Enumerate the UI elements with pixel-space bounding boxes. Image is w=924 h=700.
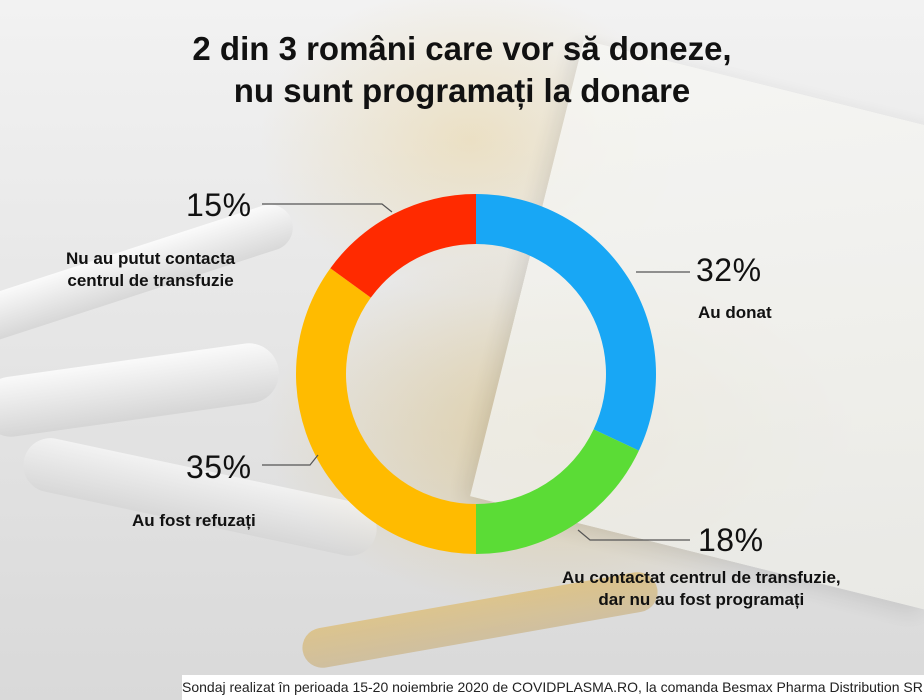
slice-label-nu-au-putut-line-2: centrul de transfuzie xyxy=(67,271,234,290)
survey-source-footer: Sondaj realizat în perioada 15-20 noiemb… xyxy=(182,675,924,700)
slice-percent-nu-au-putut: 15% xyxy=(186,187,252,223)
slice-percent-au-donat: 32% xyxy=(696,252,762,288)
slice-label-contactat-line-2: dar nu au fost programați xyxy=(598,590,805,609)
slice-percent-refuzati: 35% xyxy=(186,449,252,485)
leader-line-refuzati xyxy=(262,454,319,466)
slice-nu-au-putut xyxy=(330,194,476,298)
slice-label-nu-au-putut-line-1: Nu au putut contacta xyxy=(66,249,236,268)
slice-label-refuzati: Au fost refuzați xyxy=(132,511,256,530)
slice-label-contactat-line-1: Au contactat centrul de transfuzie, xyxy=(562,568,841,587)
slice-percent-contactat: 18% xyxy=(698,522,764,558)
slice-label-contactat: Au contactat centrul de transfuzie, dar … xyxy=(562,567,841,611)
slice-label-nu-au-putut: Nu au putut contacta centrul de transfuz… xyxy=(66,248,235,292)
leader-line-nu-au-putut xyxy=(262,203,393,213)
chart-title-line-2: nu sunt programați la donare xyxy=(233,72,691,109)
leader-line-contactat xyxy=(577,529,690,541)
slice-refuzati xyxy=(296,268,476,554)
slice-au-donat xyxy=(476,194,656,451)
slice-label-au-donat: Au donat xyxy=(698,303,772,322)
chart-title-line-1: 2 din 3 români care vor să doneze, xyxy=(192,30,732,67)
chart-title: 2 din 3 români care vor să doneze, nu su… xyxy=(0,28,924,112)
slice-contactat xyxy=(476,429,639,554)
